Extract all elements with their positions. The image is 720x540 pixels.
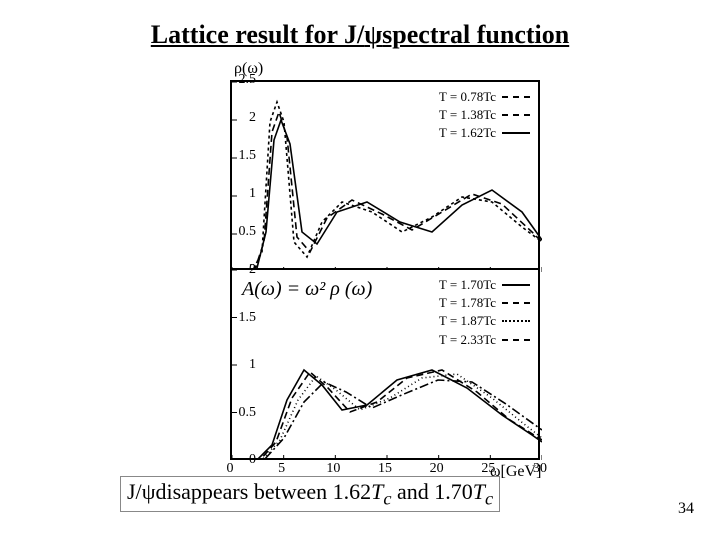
legend-line-sample (502, 339, 530, 341)
legend-entry: T = 1.78Tc (439, 294, 530, 312)
title-psi: ψ (364, 20, 382, 49)
caption-T1: T (371, 479, 383, 504)
bottom-panel: T = 1.70TcT = 1.78TcT = 1.87TcT = 2.33Tc… (230, 270, 540, 460)
x-tick-label: 15 (373, 462, 397, 476)
title-post: spectral function (382, 20, 569, 49)
title-pre: Lattice result for J/ (151, 20, 364, 49)
legend-line-sample (502, 132, 530, 134)
y-tick-label: 1.5 (216, 311, 256, 325)
legend-label: T = 1.87Tc (439, 312, 496, 330)
legend-label: T = 2.33Tc (439, 331, 496, 349)
top-panel: T = 0.78TcT = 1.38TcT = 1.62Tc (230, 80, 540, 270)
y-tick-label: 1 (216, 187, 256, 201)
page-number: 34 (678, 500, 694, 518)
top-legend: T = 0.78TcT = 1.38TcT = 1.62Tc (439, 88, 530, 143)
caption-pre: J/ (127, 479, 142, 504)
y-tick-label: 2 (216, 111, 256, 125)
x-tick-label: 10 (321, 462, 345, 476)
y-tick-label: 0.5 (216, 225, 256, 239)
slide-title: Lattice result for J/ψspectral function (0, 20, 720, 50)
y-tick-label: 2 (216, 263, 256, 277)
caption-c1: c (383, 488, 391, 508)
legend-line-sample (502, 284, 530, 286)
y-tick-label: 1.5 (216, 149, 256, 163)
caption: J/ψdisappears between 1.62Tc and 1.70Tc (120, 476, 500, 512)
legend-label: T = 1.70Tc (439, 276, 496, 294)
bottom-legend: T = 1.70TcT = 1.78TcT = 1.87TcT = 2.33Tc (439, 276, 530, 349)
legend-label: T = 1.78Tc (439, 294, 496, 312)
legend-line-sample (502, 96, 530, 98)
legend-label: T = 1.38Tc (439, 106, 496, 124)
y-tick-label: 0.5 (216, 406, 256, 420)
legend-entry: T = 0.78Tc (439, 88, 530, 106)
legend-line-sample (502, 302, 530, 304)
caption-c2: c (485, 488, 493, 508)
legend-entry: T = 2.33Tc (439, 331, 530, 349)
caption-mid: disappears between 1.62 (155, 479, 371, 504)
legend-entry: T = 1.38Tc (439, 106, 530, 124)
x-tick-label: 5 (270, 462, 294, 476)
legend-label: T = 0.78Tc (439, 88, 496, 106)
legend-entry: T = 1.62Tc (439, 124, 530, 142)
y-tick-label: 2.5 (216, 73, 256, 87)
caption-and: and 1.70 (392, 479, 473, 504)
x-tick-label: 0 (218, 462, 242, 476)
legend-line-sample (502, 114, 530, 116)
legend-entry: T = 1.70Tc (439, 276, 530, 294)
chart-area: ρ(ω) T = 0.78TcT = 1.38TcT = 1.62Tc 00.5… (170, 58, 570, 478)
y-tick-label: 1 (216, 358, 256, 372)
legend-label: T = 1.62Tc (439, 124, 496, 142)
spectral-formula: A(ω) = ω² ρ (ω) (242, 278, 372, 301)
caption-psi: ψ (142, 479, 156, 504)
x-tick-label: 20 (425, 462, 449, 476)
caption-T2: T (473, 479, 485, 504)
legend-entry: T = 1.87Tc (439, 312, 530, 330)
legend-line-sample (502, 320, 530, 322)
